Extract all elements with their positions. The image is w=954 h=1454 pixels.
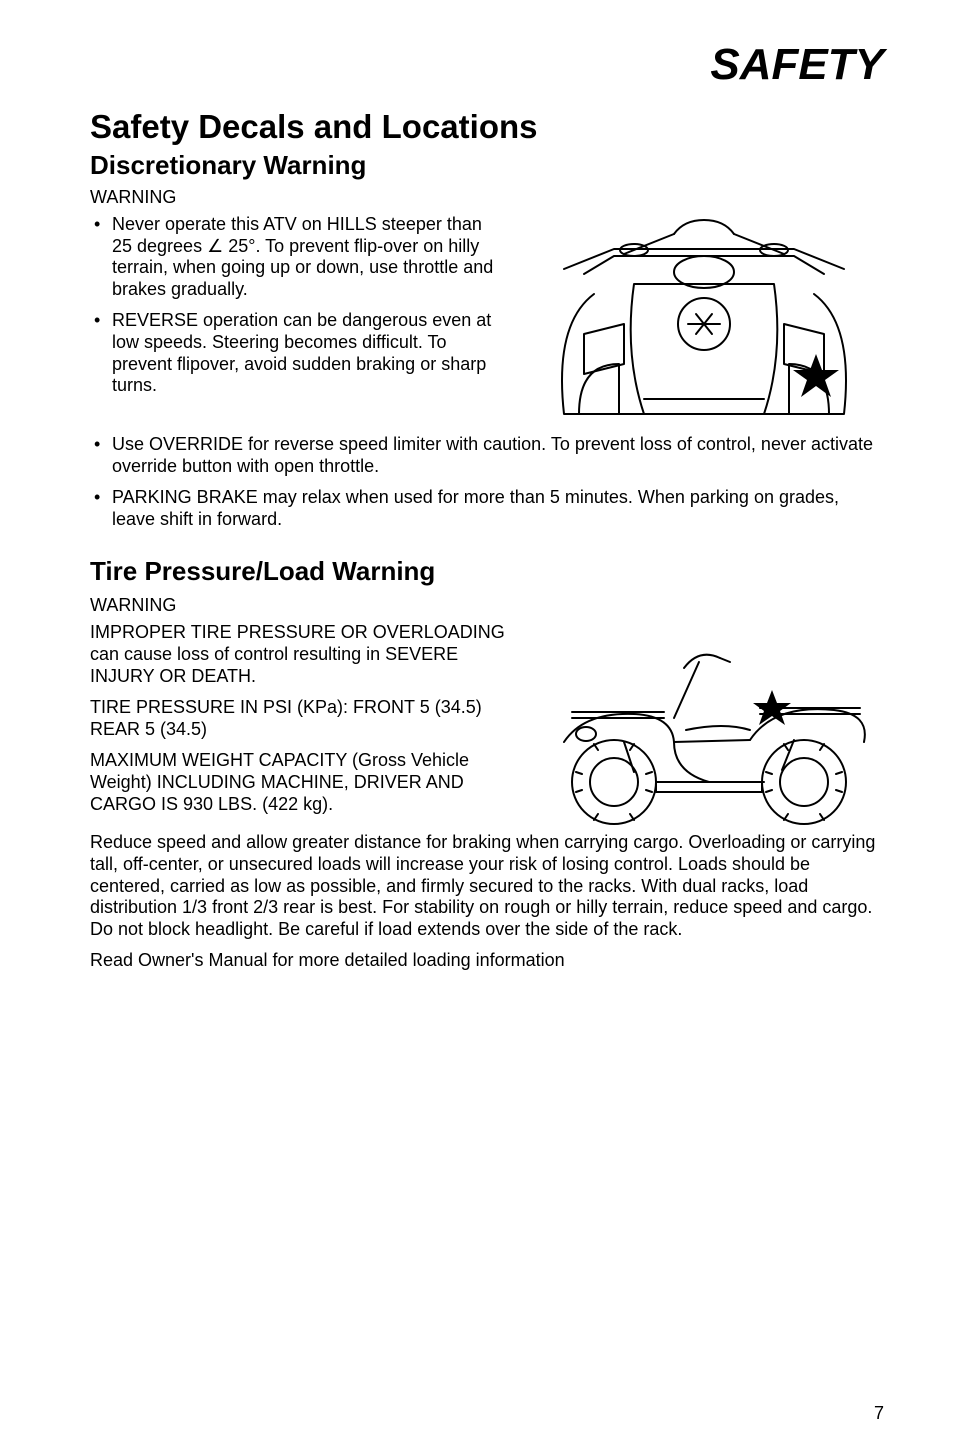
tire-p1: IMPROPER TIRE PRESSURE OR OVERLOADING ca… bbox=[90, 622, 506, 687]
tire-row: IMPROPER TIRE PRESSURE OR OVERLOADING ca… bbox=[90, 622, 884, 832]
page-number: 7 bbox=[874, 1403, 884, 1424]
section-heading: Safety Decals and Locations bbox=[90, 108, 884, 146]
tire-text-col: IMPROPER TIRE PRESSURE OR OVERLOADING ca… bbox=[90, 622, 506, 825]
bullet-override: Use OVERRIDE for reverse speed limiter w… bbox=[90, 434, 884, 477]
discretionary-text-col: Never operate this ATV on HILLS steeper … bbox=[90, 214, 506, 407]
discretionary-bullets: Never operate this ATV on HILLS steeper … bbox=[90, 214, 506, 397]
discretionary-heading: Discretionary Warning bbox=[90, 150, 884, 181]
tire-p4: Reduce speed and allow greater distance … bbox=[90, 832, 884, 940]
atv-side-figure bbox=[524, 622, 884, 832]
page-title: SAFETY bbox=[90, 40, 884, 90]
tire-heading: Tire Pressure/Load Warning bbox=[90, 556, 884, 587]
tire-p3: MAXIMUM WEIGHT CAPACITY (Gross Vehicle W… bbox=[90, 750, 506, 815]
bullet-reverse: REVERSE operation can be dangerous even … bbox=[90, 310, 506, 396]
tire-p5: Read Owner's Manual for more detailed lo… bbox=[90, 950, 884, 972]
discretionary-figure-col bbox=[524, 214, 884, 434]
atv-front-figure bbox=[524, 214, 884, 434]
tire-p2: TIRE PRESSURE IN PSI (KPa): FRONT 5 (34.… bbox=[90, 697, 506, 740]
discretionary-bullets-cont: Use OVERRIDE for reverse speed limiter w… bbox=[90, 434, 884, 530]
star-marker-icon bbox=[793, 354, 839, 397]
bullet-parking-brake: PARKING BRAKE may relax when used for mo… bbox=[90, 487, 884, 530]
tire-warning-label: WARNING bbox=[90, 595, 884, 616]
tire-figure-col bbox=[524, 622, 884, 832]
bullet-hills: Never operate this ATV on HILLS steeper … bbox=[90, 214, 506, 300]
discretionary-row: Never operate this ATV on HILLS steeper … bbox=[90, 214, 884, 434]
discretionary-warning-label: WARNING bbox=[90, 187, 884, 208]
angle-icon: ∠ bbox=[207, 236, 223, 257]
